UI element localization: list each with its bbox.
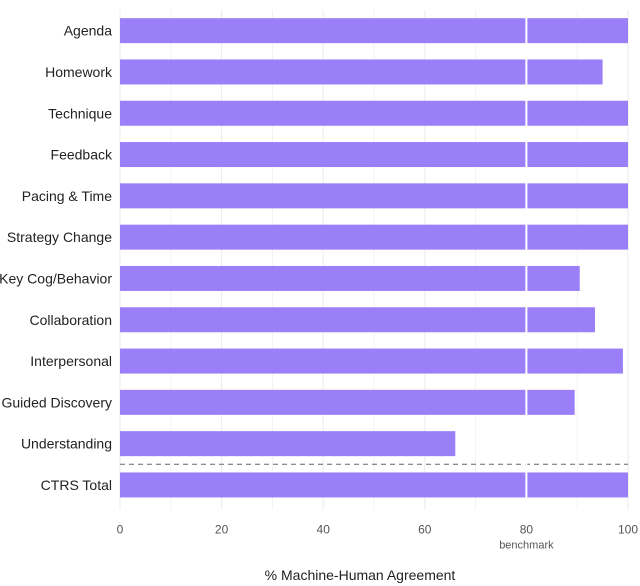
bar-strategy-change — [120, 224, 628, 250]
category-label: Technique — [48, 105, 112, 121]
category-label: Understanding — [21, 436, 112, 452]
category-label: Guided Discovery — [2, 394, 113, 410]
bar-ctrs-total — [120, 472, 628, 498]
bar-technique — [120, 100, 628, 126]
bar-feedback — [120, 142, 628, 168]
category-label: Strategy Change — [7, 229, 112, 245]
x-tick-label: 20 — [215, 523, 229, 537]
bar-key-cog-behavior — [120, 265, 580, 291]
bars — [120, 18, 628, 498]
category-label: Interpersonal — [30, 353, 112, 369]
bar-interpersonal — [120, 348, 623, 374]
x-tick-label: 0 — [117, 523, 124, 537]
x-tick-label: 100 — [618, 523, 638, 537]
bar-agenda — [120, 18, 628, 44]
category-label: Key Cog/Behavior — [0, 270, 112, 286]
bar-homework — [120, 59, 603, 85]
bar-guided-discovery — [120, 389, 575, 415]
x-tick-labels: 0 20 40 60 80 100 — [117, 523, 639, 537]
category-label: CTRS Total — [41, 477, 112, 493]
category-labels: Agenda Homework Technique Feedback Pacing & … — [0, 23, 113, 493]
bar-collaboration — [120, 307, 595, 333]
bar-pacing-time — [120, 183, 628, 209]
category-label: Feedback — [51, 147, 113, 163]
x-axis-title: % Machine-Human Agreement — [265, 567, 456, 583]
x-tick-label: 40 — [317, 523, 331, 537]
bar-understanding — [120, 431, 456, 457]
x-tick-label: 80 — [520, 523, 534, 537]
category-label: Collaboration — [30, 312, 113, 328]
category-label: Homework — [45, 64, 113, 80]
category-label: Agenda — [64, 23, 112, 39]
category-label: Pacing & Time — [22, 188, 112, 204]
x-tick-label: 60 — [418, 523, 432, 537]
benchmark-label: benchmark — [499, 540, 554, 552]
